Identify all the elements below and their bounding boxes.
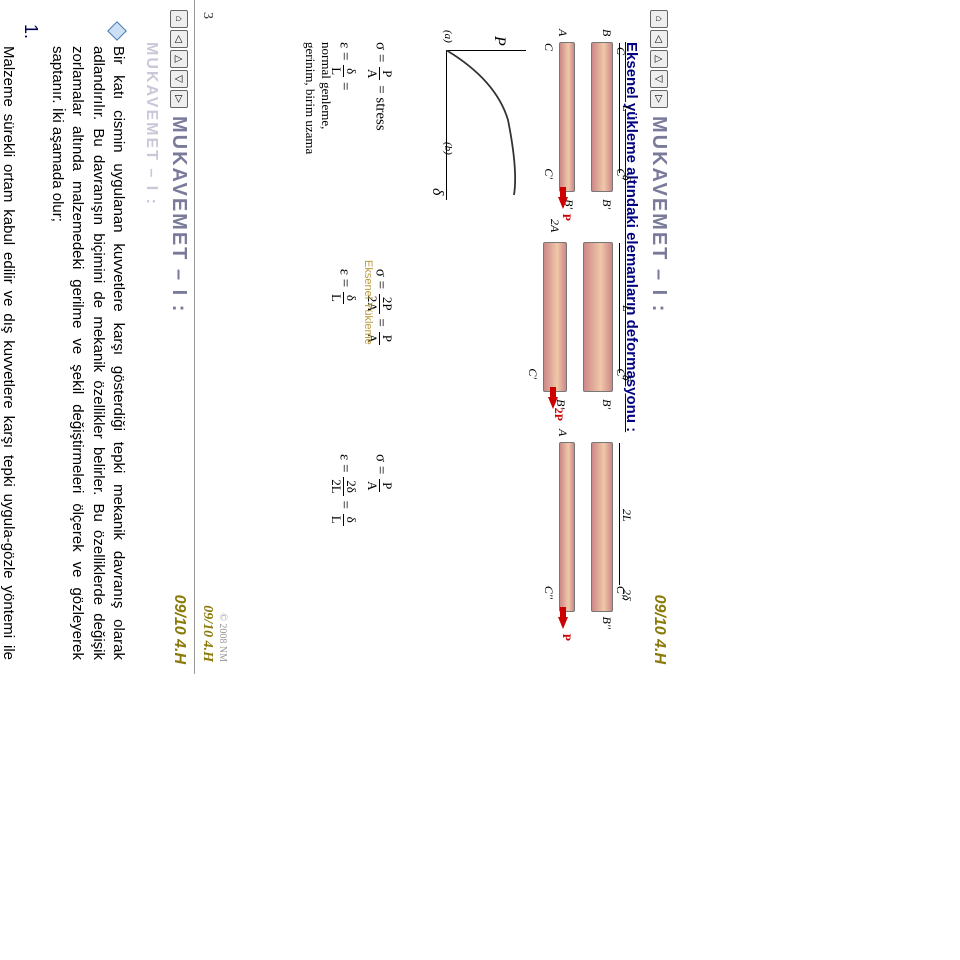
strain-definition: normal genleme, gerinim, birim uzama [302,42,334,154]
semester-code: 09/10 4.H [650,595,668,664]
diamond-bullet-icon [107,21,127,41]
p-delta-graph: P δ (a) (b) [446,50,526,200]
rod-3b: A C'' P [559,442,575,612]
slide-header: ⌂ ◁ △ ▽ ▷ MUKAVEMET – I : 09/10 4.H [644,0,674,674]
course-title: MUKAVEMET – I : [168,116,191,313]
paragraph-item-1: Malzeme sürekli ortam kabul edilir ve dı… [0,46,18,660]
slide1-subtitle: Eksenel yükleme altındaki elemanların de… [623,42,640,664]
rod-1b: A C C' B' P [559,42,575,192]
tool-right-icon[interactable]: ▷ [170,90,188,108]
rod-1a: B B' C C' L δ [591,42,613,192]
toolbar: ⌂ ◁ △ ▽ ▷ [170,10,188,108]
tool-left-icon[interactable]: ◁ [650,30,668,48]
force-arrow-icon [558,197,568,209]
toolbar: ⌂ ◁ △ ▽ ▷ [650,10,668,108]
paragraph-intro: Bir katı cismin uygulanan kuvvetlere kar… [47,46,128,660]
slide-header: ⌂ ◁ △ ▽ ▷ MUKAVEMET – I : 09/10 4.H [164,0,194,674]
tool-home-icon[interactable]: ⌂ [650,10,668,28]
rod-2a: B' C' L δ [583,242,613,392]
rod-2b: 2A C' B' 2P [543,242,567,392]
page-number: 3 [199,12,215,19]
tool-right-icon[interactable]: ▷ [650,90,668,108]
tool-down-icon[interactable]: ▽ [170,70,188,88]
slide-1: ⌂ ◁ △ ▽ ▷ MUKAVEMET – I : 09/10 4.H Ekse… [194,0,674,674]
semester-code: 09/10 4.H [170,595,188,664]
slide-2: ⌂ ◁ △ ▽ ▷ MUKAVEMET – I : 09/10 4.H MUKA… [0,0,194,674]
force-arrow-icon [558,617,568,629]
list-number-1: 1. [20,24,41,674]
copyright: © 2008 NM [217,613,228,662]
faded-subtitle: MUKAVEMET – I : [142,42,160,674]
tool-home-icon[interactable]: ⌂ [170,10,188,28]
rods-row-1: B B' C C' L δ A C C' B' P B' C' [527,42,613,674]
tool-left-icon[interactable]: ◁ [170,30,188,48]
rod-3a: B'' C'' 2L 2δ [591,442,613,612]
course-title: MUKAVEMET – I : [648,116,671,313]
tool-down-icon[interactable]: ▽ [650,70,668,88]
tool-up-icon[interactable]: △ [170,50,188,68]
axial-caption: Eksenel Yükleme [362,260,374,345]
page-code: 09/10 4.H [199,605,215,662]
tool-up-icon[interactable]: △ [650,50,668,68]
